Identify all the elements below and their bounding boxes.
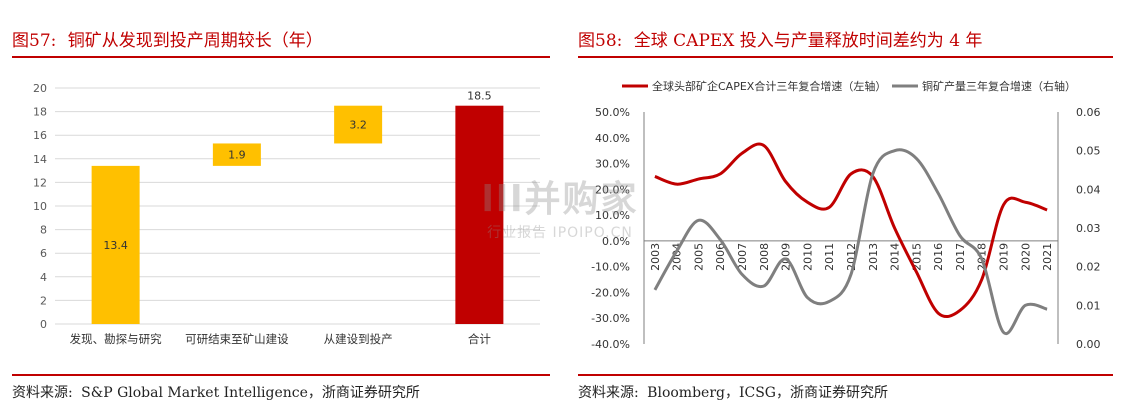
y-tick-label: 12 (33, 176, 47, 189)
x-tick-label: 2021 (1041, 243, 1054, 271)
y-tick-label: 20 (33, 82, 47, 95)
bar (334, 105, 383, 144)
copper-cycle-bar-chart: 0 2 4 6 8 10 12 14 16 18 20 13.4 发现、勘探与研究 1.9 可研结束至矿山建… (33, 82, 540, 346)
x-category-label: 可研结束至矿山建设 (185, 332, 289, 346)
x-tick-label: 2016 (932, 243, 945, 271)
figure-57-top-rule (12, 56, 550, 58)
x-tick-label: 2004 (671, 243, 684, 271)
x-tick-label: 2020 (1019, 243, 1032, 271)
figure-57-title: 图57: 铜矿从发现到投产周期较长（年） (12, 26, 329, 51)
x-category-label: 合计 (468, 332, 491, 346)
y-tick-label: 16 (33, 129, 47, 142)
bar (212, 143, 261, 166)
x-tick-label: 2014 (889, 243, 902, 271)
y-tick-label: 18 (33, 106, 47, 119)
x-category-label: 从建设到投产 (324, 332, 393, 346)
x-category-label: 发现、勘探与研究 (70, 332, 162, 346)
legend-label: 全球头部矿企CAPEX合计三年复合增速（左轴） (652, 79, 886, 93)
right-y-tick-label: 0.05 (1076, 145, 1101, 158)
left-y-tick-label: 30.0% (595, 158, 630, 171)
left-y-tick-label: -10.0% (591, 261, 630, 274)
x-tick-label: 2010 (801, 243, 814, 271)
left-y-tick-label: 10.0% (595, 209, 630, 222)
figure-58-top-rule (578, 56, 1113, 58)
right-y-tick-label: 0.03 (1076, 222, 1101, 235)
y-tick-label: 14 (33, 153, 47, 166)
x-tick-label: 2005 (692, 243, 705, 271)
bar (91, 165, 140, 324)
figure-58-source-label: 资料来源: (578, 385, 639, 401)
figure-58-title: 图58: 全球 CAPEX 投入与产量释放时间差约为 4 年 (578, 26, 988, 51)
left-y-tick-label: -40.0% (591, 338, 630, 351)
left-y-tick-label: -20.0% (591, 286, 630, 299)
data-label: 3.2 (349, 119, 367, 132)
data-label: 13.4 (103, 239, 128, 252)
x-tick-label: 2006 (714, 243, 727, 271)
figure-57-source: 资料来源: S&P Global Market Intelligence，浙商证… (12, 382, 424, 402)
left-y-tick-label: 40.0% (595, 132, 630, 145)
left-y-tick-label: 50.0% (595, 106, 630, 119)
bar (455, 105, 504, 324)
figure-58-source: 资料来源: Bloomberg，ICSG，浙商证券研究所 (578, 382, 892, 402)
figure-57-panel: 图57: 铜矿从发现到投产周期较长（年） 0 2 4 6 8 10 12 14 16 18 20 13… (0, 0, 560, 416)
y-tick-label: 6 (40, 247, 47, 260)
left-y-tick-label: 0.0% (602, 235, 630, 248)
capex-growth-line (654, 142, 1048, 319)
right-y-tick-label: 0.04 (1076, 183, 1101, 196)
right-y-tick-label: 0.00 (1076, 338, 1101, 351)
y-tick-label: 2 (40, 294, 47, 307)
x-tick-label: 2019 (998, 243, 1011, 271)
figure-57-bottom-rule (12, 374, 550, 376)
production-growth-line (653, 148, 1048, 336)
capex-vs-production-line-chart: 全球头部矿企CAPEX合计三年复合增速（左轴） 铜矿产量三年复合增速（右轴） -40… (591, 79, 1101, 351)
x-tick-label: 2011 (823, 243, 836, 271)
right-y-tick-label: 0.02 (1076, 261, 1101, 274)
x-tick-label: 2007 (736, 243, 749, 271)
figure-57-label: 图57: (12, 31, 57, 51)
figure-58-source-text: Bloomberg，ICSG，浙商证券研究所 (647, 385, 888, 401)
data-label: 1.9 (228, 149, 246, 162)
figure-58-label: 图58: (578, 31, 623, 51)
y-tick-label: 4 (40, 271, 47, 284)
figure-57-source-label: 资料来源: (12, 385, 73, 401)
x-tick-label: 2003 (649, 243, 662, 271)
x-tick-label: 2013 (867, 243, 880, 271)
y-tick-label: 8 (40, 224, 47, 237)
figure-57-source-text: S&P Global Market Intelligence，浙商证券研究所 (81, 385, 420, 401)
figure-58-bottom-rule (578, 374, 1113, 376)
figure-58-title-text: 全球 CAPEX 投入与产量释放时间差约为 4 年 (633, 31, 983, 51)
x-tick-label: 2017 (954, 243, 967, 271)
figure-57-title-text: 铜矿从发现到投产周期较长（年） (67, 31, 323, 51)
left-y-tick-label: 20.0% (595, 183, 630, 196)
figure-58-panel: 图58: 全球 CAPEX 投入与产量释放时间差约为 4 年 全球头部矿企CAP… (566, 0, 1123, 416)
right-y-tick-label: 0.01 (1076, 299, 1101, 312)
y-tick-label: 10 (33, 200, 47, 213)
x-tick-label: 2008 (758, 243, 771, 271)
y-tick-label: 0 (40, 318, 47, 331)
legend-label: 铜矿产量三年复合增速（右轴） (922, 79, 1076, 93)
data-label: 18.5 (467, 90, 492, 103)
left-y-tick-label: -30.0% (591, 312, 630, 325)
right-y-tick-label: 0.06 (1076, 106, 1101, 119)
